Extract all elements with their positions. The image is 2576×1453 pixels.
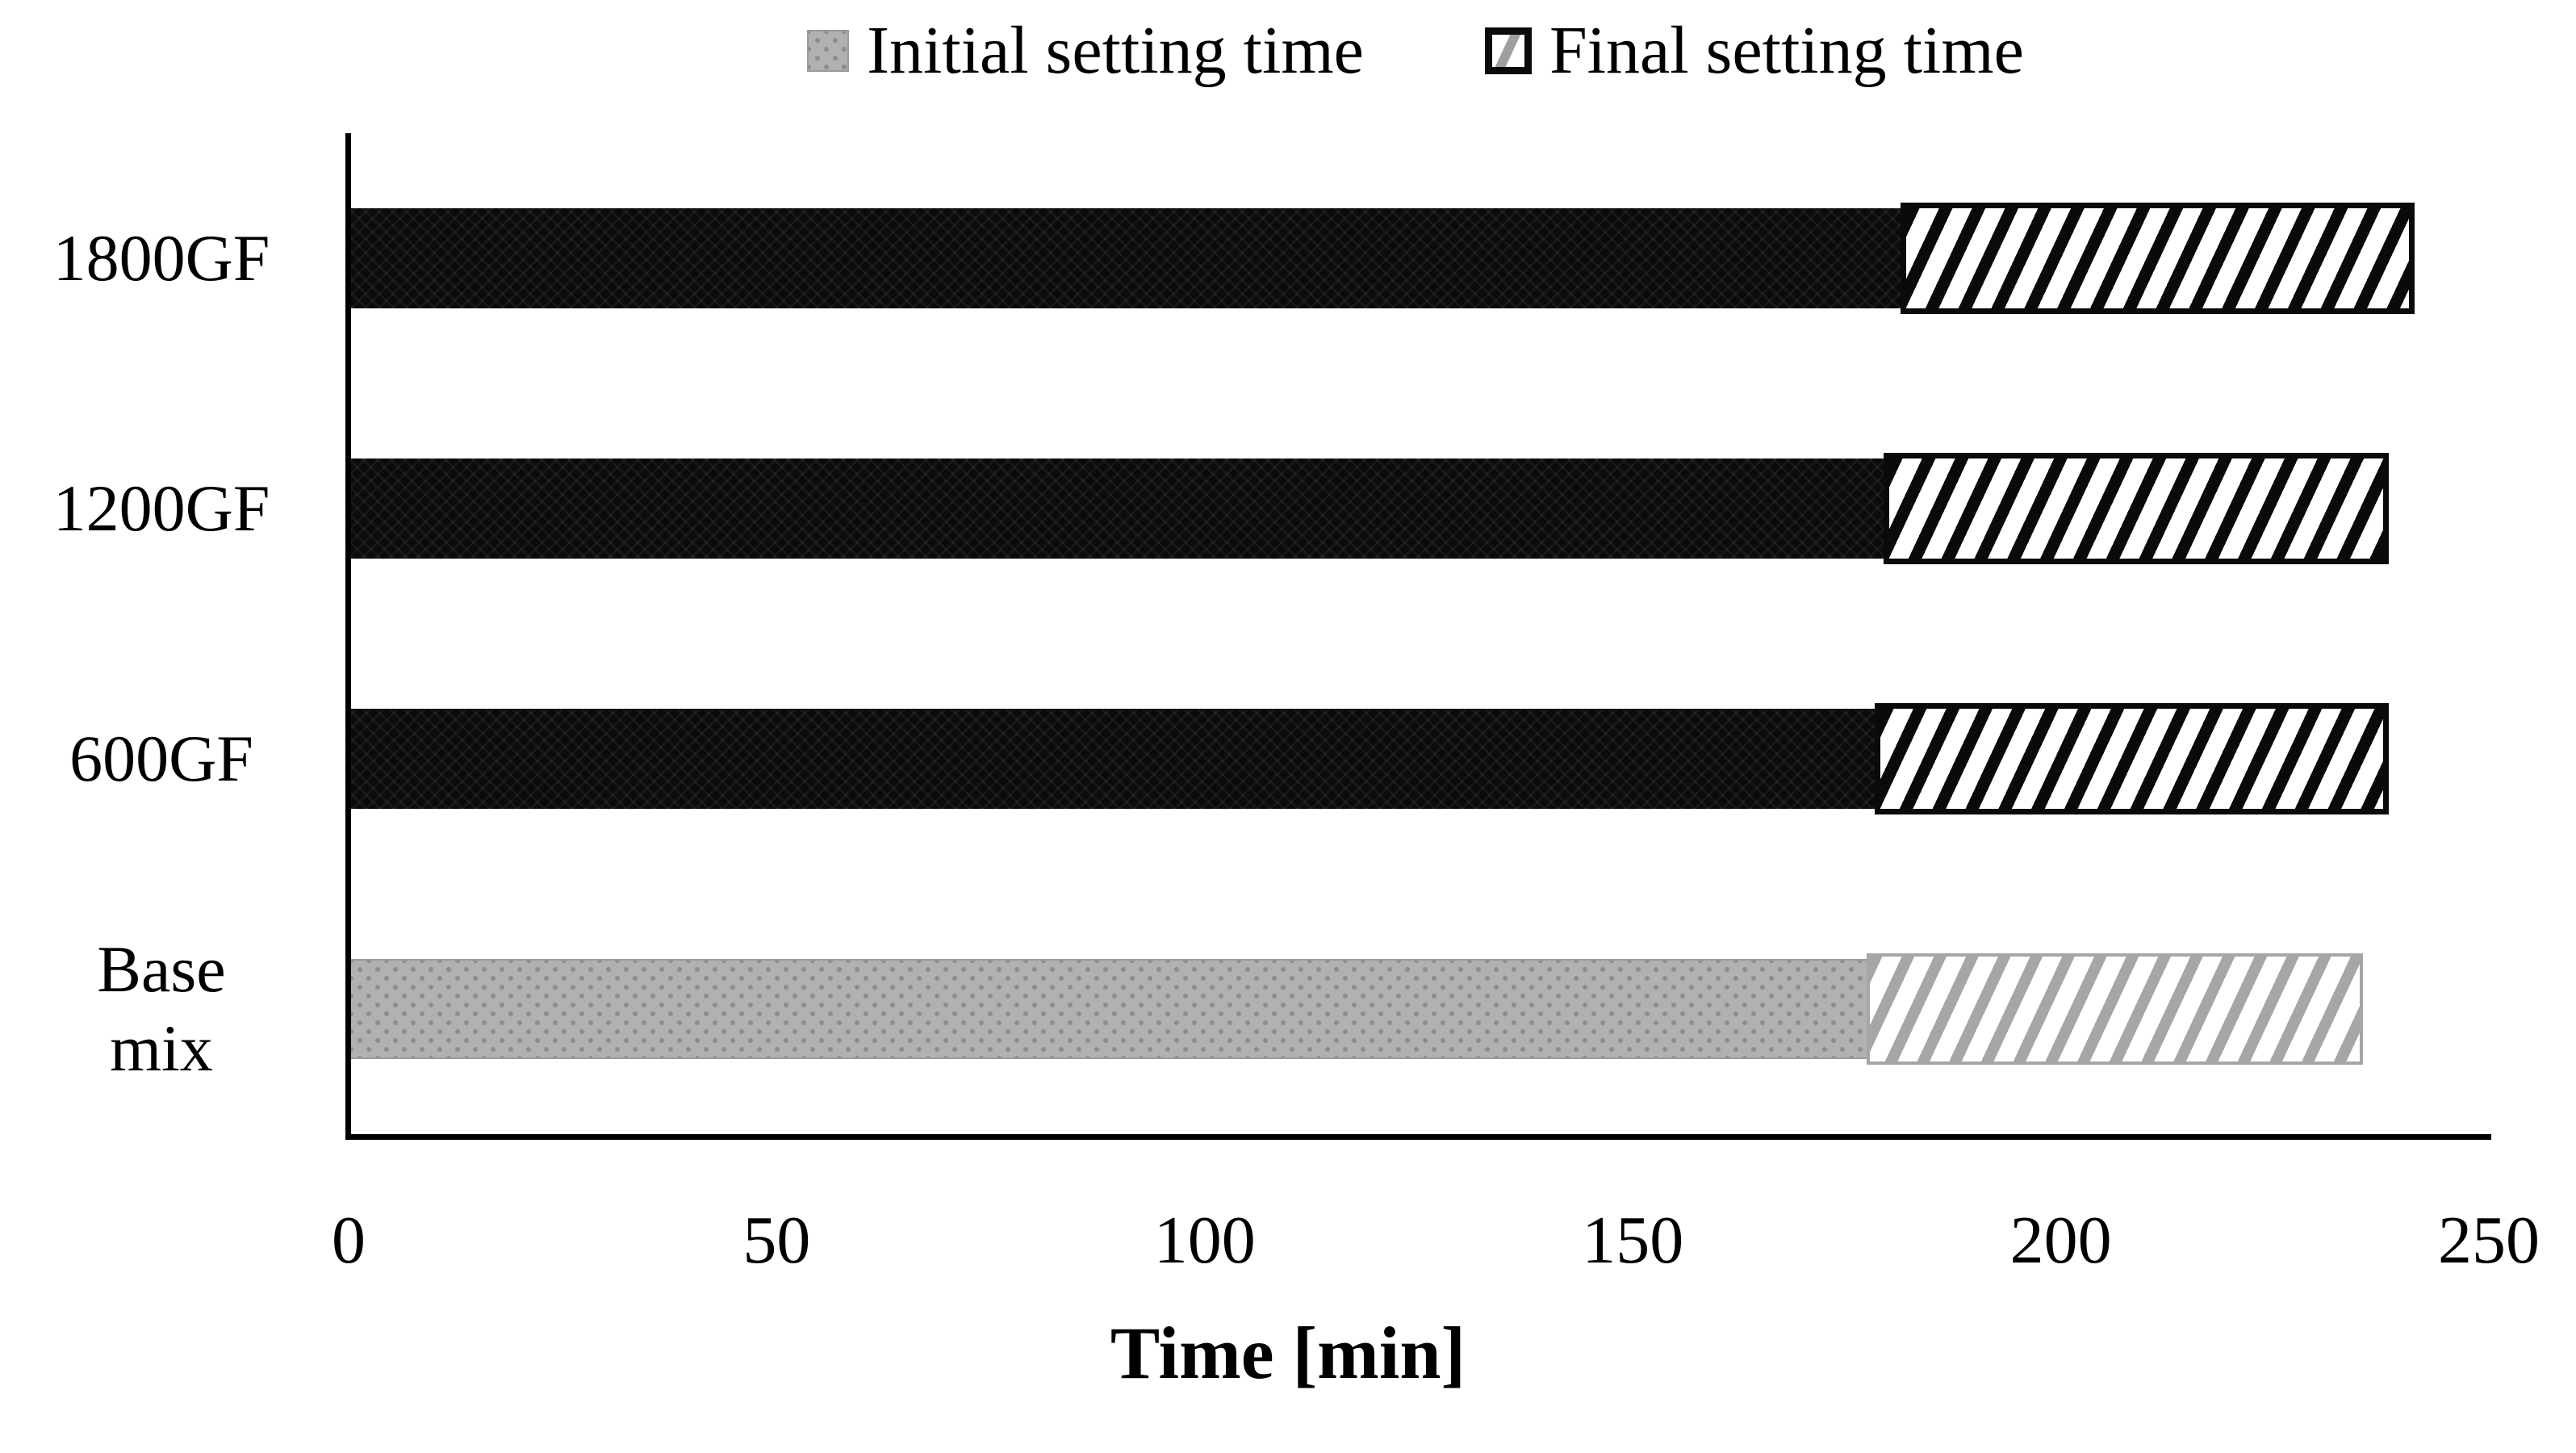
x-tick-200: 200 bbox=[2009, 1203, 2112, 1278]
legend-item-final-setting-time: Final setting time bbox=[1484, 13, 2024, 88]
plot-area bbox=[345, 133, 2491, 1140]
legend-marker-gray-dotted-square-icon bbox=[807, 30, 850, 72]
category-label-600gf: 600GF bbox=[69, 722, 253, 795]
x-tick-250: 250 bbox=[2438, 1203, 2540, 1278]
bar-initial-setting-1200gf bbox=[351, 459, 1884, 559]
bar-initial-setting-base-mix bbox=[351, 959, 1867, 1059]
legend: Initial setting time Final setting time bbox=[345, 17, 2486, 85]
x-tick-0: 0 bbox=[332, 1203, 366, 1278]
bar-final-setting-600gf bbox=[1875, 703, 2389, 814]
x-tick-50: 50 bbox=[742, 1203, 811, 1278]
legend-label-final-setting-time: Final setting time bbox=[1549, 13, 2024, 88]
bar-final-setting-1800gf bbox=[1901, 203, 2415, 314]
bar-initial-setting-1800gf bbox=[351, 208, 1901, 308]
x-tick-100: 100 bbox=[1153, 1203, 1256, 1278]
legend-marker-hatched-square-icon bbox=[1484, 27, 1532, 74]
bar-final-setting-1200gf bbox=[1883, 453, 2389, 564]
category-label-base-mix: Base mix bbox=[97, 932, 226, 1086]
legend-item-initial-setting-time: Initial setting time bbox=[807, 17, 1364, 85]
category-label-1200gf: 1200GF bbox=[52, 471, 270, 545]
category-label-1800gf: 1800GF bbox=[52, 221, 270, 295]
bar-final-setting-base-mix bbox=[1866, 953, 2363, 1065]
legend-label-initial-setting-time: Initial setting time bbox=[867, 13, 1364, 88]
x-axis-title: Time [min] bbox=[1110, 1312, 1466, 1394]
bar-initial-setting-600gf bbox=[351, 709, 1876, 809]
x-tick-150: 150 bbox=[1582, 1203, 1684, 1278]
